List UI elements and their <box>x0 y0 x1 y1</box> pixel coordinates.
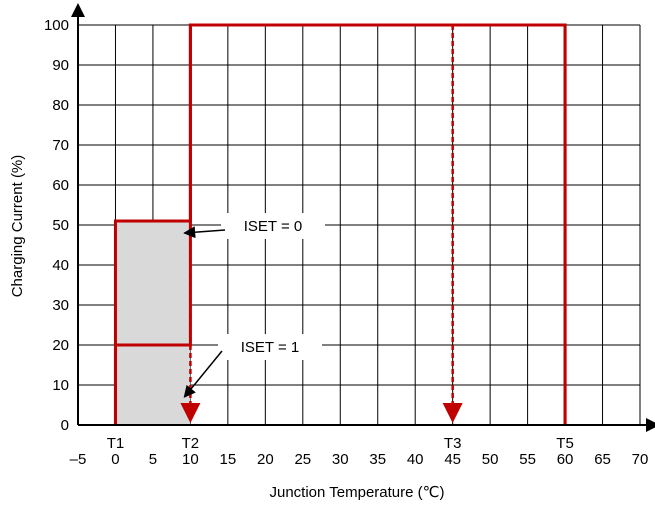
y-tick-label: 60 <box>52 177 69 194</box>
x-tick-label: 70 <box>632 451 649 468</box>
y-tick-label: 10 <box>52 377 69 394</box>
x-tick-label: 35 <box>369 451 386 468</box>
y-tick-label: 40 <box>52 257 69 274</box>
annotation-pointer <box>183 350 223 398</box>
threshold-markers: T1 T2 T3 T5 <box>107 435 574 452</box>
dashed-arrows <box>180 25 463 423</box>
threshold-label-t3: T3 <box>444 435 462 452</box>
annotation-label: ISET = 1 <box>241 339 300 356</box>
x-tick-label: 60 <box>557 451 574 468</box>
annotations: ISET = 0 ISET = 1 <box>183 213 325 398</box>
annotation-pointer <box>183 226 226 239</box>
dashed-arrow-head <box>180 403 201 423</box>
y-tick-labels: 0 10 20 30 40 50 60 70 80 90 100 <box>44 17 69 434</box>
x-axis-title: Junction Temperature (℃) <box>270 484 445 501</box>
y-tick-label: 30 <box>52 297 69 314</box>
x-tick-label: 20 <box>257 451 274 468</box>
x-tick-label: 30 <box>332 451 349 468</box>
x-tick-labels: –5 0 5 10 15 20 25 30 35 40 45 50 55 60 65 70 <box>70 451 649 468</box>
x-tick-label: 25 <box>294 451 311 468</box>
y-tick-label: 50 <box>52 217 69 234</box>
x-tick-label: 0 <box>111 451 119 468</box>
x-tick-label: –5 <box>70 451 87 468</box>
shaded-region <box>115 221 191 425</box>
y-tick-label: 20 <box>52 337 69 354</box>
threshold-label-t1: T1 <box>107 435 125 452</box>
x-tick-label: 65 <box>594 451 611 468</box>
threshold-label-t5: T5 <box>556 435 574 452</box>
x-tick-label: 15 <box>220 451 237 468</box>
y-tick-label: 0 <box>61 417 69 434</box>
y-tick-label: 70 <box>52 137 69 154</box>
y-tick-label: 100 <box>44 17 69 34</box>
x-tick-label: 45 <box>444 451 461 468</box>
x-tick-label: 50 <box>482 451 499 468</box>
annotation-box <box>218 334 322 360</box>
y-tick-label: 80 <box>52 97 69 114</box>
x-tick-label: 40 <box>407 451 424 468</box>
dashed-arrow-head <box>442 403 463 423</box>
x-tick-label: 10 <box>182 451 199 468</box>
annotation-box <box>221 213 325 239</box>
threshold-label-t2: T2 <box>182 435 200 452</box>
annotation-label: ISET = 0 <box>244 218 303 235</box>
y-tick-label: 90 <box>52 57 69 74</box>
x-tick-label: 55 <box>519 451 536 468</box>
y-axis-title: Charging Current (%) <box>9 155 26 298</box>
axes <box>71 3 655 432</box>
x-tick-label: 5 <box>149 451 157 468</box>
